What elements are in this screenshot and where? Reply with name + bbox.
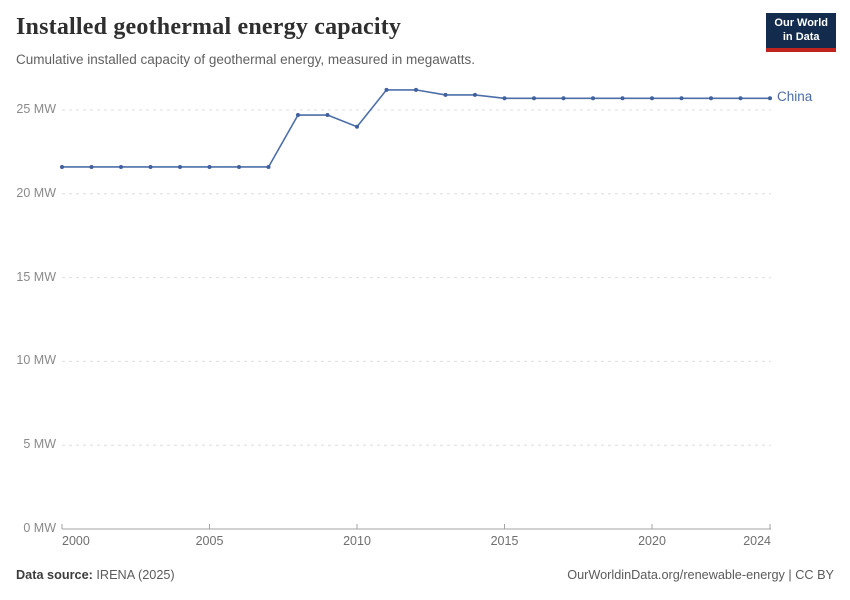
data-point[interactable]	[443, 92, 448, 97]
credit-link[interactable]: OurWorldinData.org/renewable-energy | CC…	[567, 568, 834, 582]
data-point[interactable]	[532, 96, 536, 101]
data-point[interactable]	[502, 96, 507, 101]
data-point[interactable]	[768, 96, 772, 101]
y-axis: 0 MW 5 MW 10 MW 15 MW 20 MW 25 MW	[0, 0, 56, 600]
page-title: Installed geothermal energy capacity	[16, 14, 402, 40]
data-source-value: IRENA (2025)	[92, 568, 175, 582]
data-point[interactable]	[384, 87, 389, 92]
x-axis-tick-label: 2015	[490, 534, 519, 548]
data-point[interactable]	[679, 96, 684, 101]
data-point[interactable]	[591, 96, 595, 101]
y-axis-tick-label: 20 MW	[16, 185, 56, 200]
chart-subtitle: Cumulative installed capacity of geother…	[16, 52, 475, 67]
y-axis-tick-label: 25 MW	[16, 102, 56, 116]
data-point[interactable]	[237, 164, 241, 169]
data-point[interactable]	[738, 96, 743, 101]
data-point[interactable]	[561, 96, 566, 101]
series-label-china[interactable]: China	[777, 89, 813, 105]
owid-logo-line2: in Data	[782, 30, 820, 43]
data-point[interactable]	[325, 113, 330, 118]
x-axis-tick-label: 2010	[343, 534, 371, 548]
data-point[interactable]	[620, 96, 625, 101]
y-axis-tick-label: 5 MW	[23, 437, 56, 452]
data-point[interactable]	[709, 96, 713, 101]
data-point[interactable]	[414, 87, 418, 92]
y-axis-tick-label: 15 MW	[16, 269, 56, 284]
data-source-label: Data source:	[16, 568, 93, 582]
data-point[interactable]	[89, 164, 94, 169]
data-point[interactable]	[296, 113, 300, 118]
x-axis-tick-label: 2020	[638, 534, 666, 548]
data-point[interactable]	[207, 164, 212, 169]
data-point[interactable]	[650, 96, 654, 101]
owid-logo-line1: Our World	[774, 17, 828, 29]
y-axis-tick-label: 10 MW	[16, 353, 56, 368]
data-point[interactable]	[60, 164, 64, 169]
data-point[interactable]	[178, 164, 182, 169]
y-axis-tick-label: 0 MW	[23, 521, 56, 535]
data-point[interactable]	[119, 164, 123, 169]
data-point[interactable]	[266, 164, 271, 169]
x-axis-tick-label: 2005	[195, 534, 224, 548]
data-point[interactable]	[355, 124, 359, 129]
chart-footer: Data source: IRENA (2025) OurWorldinData…	[16, 568, 834, 582]
data-point[interactable]	[148, 164, 153, 169]
x-axis-tick-label: 2000	[62, 534, 90, 548]
owid-logo[interactable]: Our World in Data	[766, 13, 836, 52]
data-source: Data source: IRENA (2025)	[16, 568, 175, 582]
data-point[interactable]	[473, 92, 477, 97]
x-axis-tick-label: 2024	[743, 534, 771, 548]
